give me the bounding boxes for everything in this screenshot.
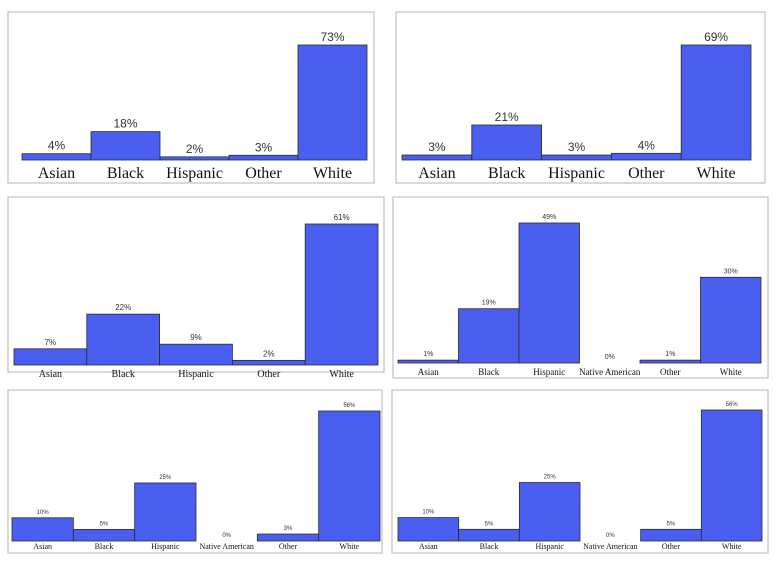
category-label: Hispanic [535,542,564,551]
bar [518,482,581,542]
bar [700,409,763,542]
value-label: 49% [542,214,556,221]
bar [518,222,580,364]
category-label: Asian [418,165,455,182]
category-label: Hispanic [151,542,180,551]
category-label: White [329,369,354,380]
category-label: Other [245,165,282,182]
bar [11,517,74,542]
category-label: Other [279,542,298,551]
bar [458,308,520,364]
category-label: Asian [418,367,439,377]
value-label: 4% [638,138,656,152]
value-label: 10% [422,510,435,516]
bar [231,359,306,366]
value-label: 3% [568,140,586,154]
value-label: 22% [115,303,131,312]
category-label: Hispanic [533,367,565,377]
bar [639,359,701,364]
category-label: Black [112,369,135,380]
value-label: 1% [665,351,675,358]
bar [611,152,682,161]
bar [228,154,299,161]
value-label: 69% [704,30,728,44]
bar [304,223,379,366]
category-label: Hispanic [548,165,605,182]
value-label: 3% [428,140,446,154]
bar [680,44,752,161]
bar [21,153,92,161]
value-label: 56% [726,402,739,408]
bar [159,156,230,161]
value-label: 30% [724,268,738,275]
value-label: 2% [263,349,275,358]
category-label: Other [660,367,681,377]
bar [318,410,381,542]
bar [13,348,88,366]
bar [86,313,161,366]
category-label: Asian [38,165,75,182]
category-label: White [720,367,742,377]
value-label: 5% [100,521,109,527]
bar [458,528,520,542]
value-label: 0% [222,533,231,539]
value-label: 5% [667,521,676,527]
category-label: Other [257,369,280,380]
category-label: White [340,542,360,551]
value-label: 73% [320,30,344,44]
value-label: 7% [45,338,57,347]
category-label: Black [107,165,144,182]
category-label: Black [478,367,499,377]
value-label: 3% [255,140,273,154]
category-label: Black [488,165,525,182]
value-label: 25% [159,475,172,481]
value-label: 9% [190,333,202,342]
category-label: Black [480,542,499,551]
category-label: Black [95,542,114,551]
bar [700,276,762,364]
bar [471,124,542,161]
bar [72,528,136,542]
value-label: 5% [485,521,494,527]
value-label: 19% [482,300,496,307]
value-label: 61% [334,213,350,222]
category-label: Native American [199,542,253,551]
category-label: Hispanic [178,369,214,380]
category-label: Asian [39,369,62,380]
value-label: 18% [113,117,137,131]
value-label: 1% [423,351,433,358]
value-label: 4% [48,139,66,153]
bar [134,482,197,542]
bar [90,131,161,161]
value-label: 3% [284,526,293,532]
bar [397,359,459,364]
value-label: 2% [186,142,204,156]
value-label: 21% [495,110,519,124]
bar [256,533,320,542]
bar [401,154,473,161]
value-label: 25% [544,475,557,481]
value-label: 0% [606,533,615,539]
bar [640,528,702,542]
category-label: Native American [583,542,637,551]
category-label: Hispanic [166,165,223,182]
value-label: 10% [37,510,50,516]
category-label: Other [662,542,681,551]
value-label: 0% [605,354,615,361]
value-label: 56% [343,403,356,409]
category-label: Asian [33,542,52,551]
category-label: White [722,542,742,551]
category-label: Asian [419,542,438,551]
category-label: Other [628,165,665,182]
bar [397,517,460,542]
category-label: Native American [579,367,641,377]
bar [297,44,368,161]
bar [541,154,612,161]
bar [159,343,233,366]
category-label: White [313,165,352,182]
category-label: White [697,165,736,182]
